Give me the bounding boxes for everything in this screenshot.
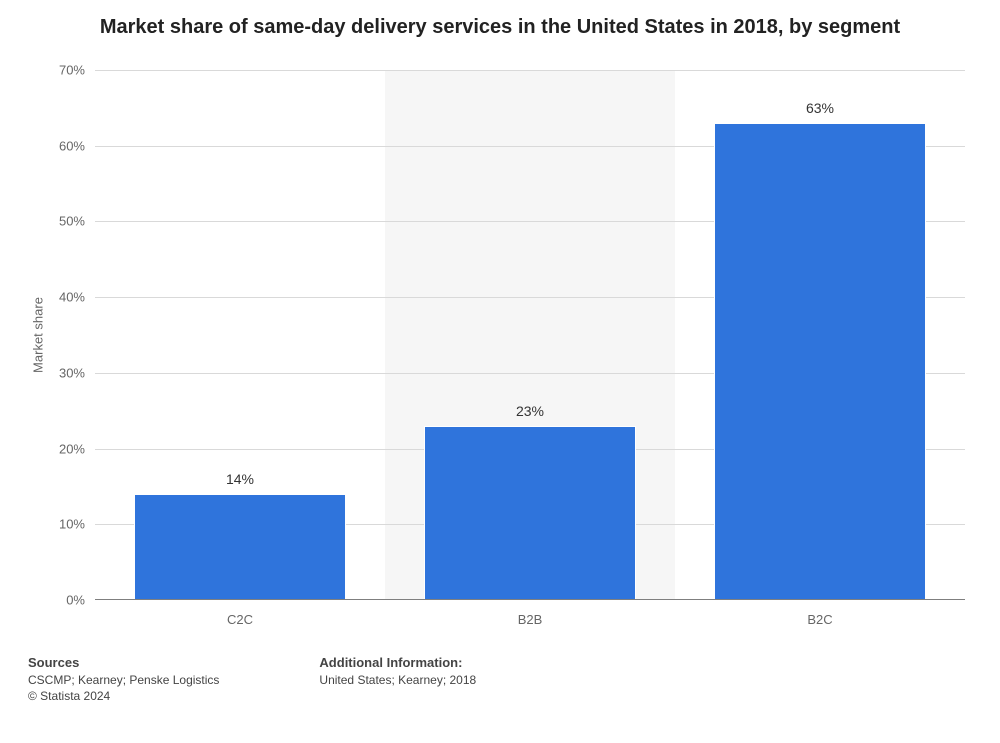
y-tick-label: 10% bbox=[59, 517, 95, 532]
y-axis-label: Market share bbox=[31, 297, 46, 373]
y-tick-label: 40% bbox=[59, 290, 95, 305]
plot-area: 0%10%20%30%40%50%60%70%14%C2C23%B2B63%B2… bbox=[95, 70, 965, 600]
y-tick-label: 0% bbox=[66, 593, 95, 608]
footer-sources: Sources CSCMP; Kearney; Penske Logistics… bbox=[28, 655, 219, 704]
x-tick-label: C2C bbox=[95, 600, 385, 627]
chart-container: { "chart": { "type": "bar", "title": "Ma… bbox=[0, 0, 1000, 743]
y-tick-label: 20% bbox=[59, 441, 95, 456]
x-tick-label: B2C bbox=[675, 600, 965, 627]
y-tick-label: 30% bbox=[59, 365, 95, 380]
bar: 63% bbox=[714, 123, 926, 600]
bar: 14% bbox=[134, 494, 346, 600]
footer-info-heading: Additional Information: bbox=[319, 655, 476, 670]
y-tick-label: 60% bbox=[59, 138, 95, 153]
footer-info: Additional Information: United States; K… bbox=[319, 655, 476, 704]
gridline bbox=[95, 70, 965, 71]
chart-footer: Sources CSCMP; Kearney; Penske Logistics… bbox=[28, 655, 972, 704]
y-tick-label: 50% bbox=[59, 214, 95, 229]
bar: 23% bbox=[424, 426, 636, 600]
chart-title: Market share of same-day delivery servic… bbox=[0, 16, 1000, 39]
footer-sources-line: CSCMP; Kearney; Penske Logistics bbox=[28, 672, 219, 688]
bar-value-label: 14% bbox=[135, 471, 345, 495]
x-axis-line bbox=[95, 599, 965, 600]
footer-info-line: United States; Kearney; 2018 bbox=[319, 672, 476, 688]
y-tick-label: 70% bbox=[59, 63, 95, 78]
bar-value-label: 23% bbox=[425, 403, 635, 427]
footer-sources-heading: Sources bbox=[28, 655, 219, 670]
bar-value-label: 63% bbox=[715, 100, 925, 124]
footer-copyright: © Statista 2024 bbox=[28, 688, 219, 704]
x-tick-label: B2B bbox=[385, 600, 675, 627]
